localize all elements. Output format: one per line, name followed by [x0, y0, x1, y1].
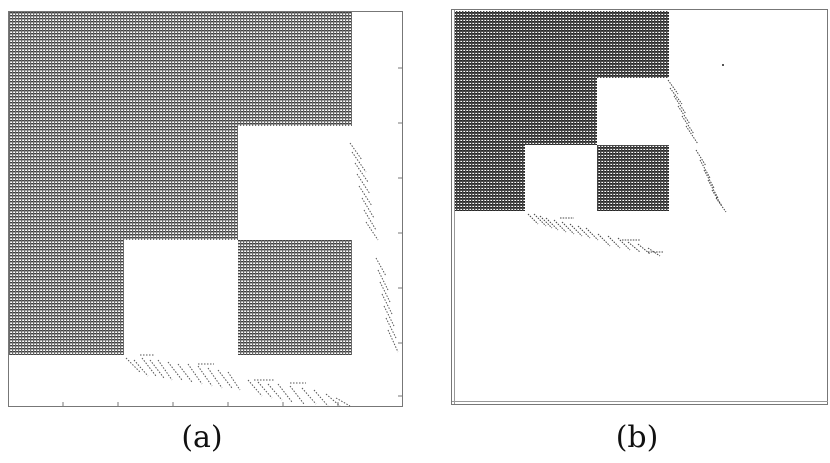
panel-a-bottom-ticks	[62, 402, 339, 406]
panel-a-dense-region	[9, 12, 352, 355]
panel-b-caption: (b)	[615, 420, 659, 455]
panel-b-stray-dot	[722, 64, 724, 66]
panel-a-sparse-band-right	[349, 142, 399, 353]
panel-a-caption: (a)	[181, 420, 223, 455]
panel-a	[8, 11, 403, 407]
panel-b-frame	[451, 9, 828, 405]
panel-b-sparse-band-bottom	[527, 213, 664, 257]
panel-b-sparse-band-right	[667, 79, 727, 213]
panel-a-frame	[8, 11, 403, 407]
panel-a-sparse-band-bottom	[125, 354, 351, 407]
panel-a-right-ticks	[398, 67, 402, 397]
panel-b-dense-region	[455, 11, 669, 211]
panel-b	[451, 9, 828, 405]
